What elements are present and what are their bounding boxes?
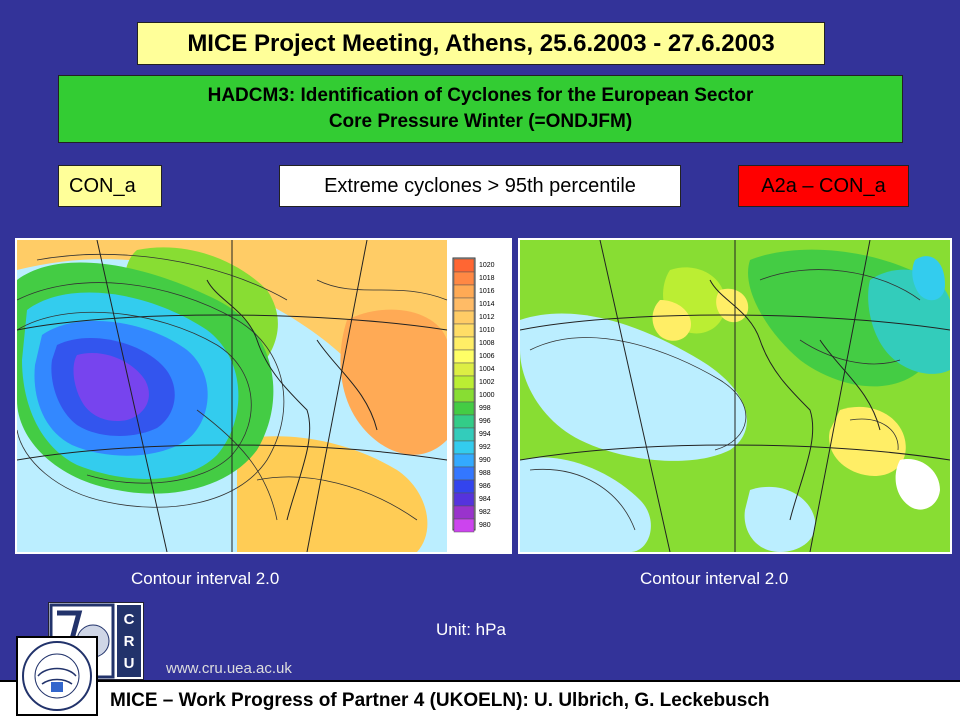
- subtitle-banner: HADCM3: Identification of Cyclones for t…: [58, 75, 903, 143]
- legend-label: 984: [479, 496, 491, 503]
- label-extreme-cyclones-text: Extreme cyclones > 95th percentile: [324, 174, 636, 197]
- legend-swatch: [453, 271, 475, 286]
- label-a2a-minus-con-a: A2a – CON_a: [738, 165, 909, 207]
- page-title-text: MICE Project Meeting, Athens, 25.6.2003 …: [187, 29, 775, 57]
- legend-swatch: [453, 375, 475, 390]
- unit-label: Unit: hPa: [436, 620, 506, 639]
- legend-swatch: [453, 479, 475, 494]
- legend-swatch: [453, 453, 475, 468]
- legend-label: 996: [479, 418, 491, 425]
- legend-label: 994: [479, 431, 491, 438]
- legend-swatch: [453, 310, 475, 325]
- igm-logo-graphic: [22, 641, 92, 711]
- page-title: MICE Project Meeting, Athens, 25.6.2003 …: [137, 22, 825, 65]
- legend-label: 1014: [479, 301, 495, 308]
- map-a2a-minus-con-a: [518, 238, 952, 554]
- legend-swatch: [453, 414, 475, 429]
- legend-label: 988: [479, 470, 491, 477]
- legend-label: 986: [479, 483, 491, 490]
- label-a2a-text: A2a – CON_a: [761, 174, 886, 197]
- legend-label: 980: [479, 522, 491, 529]
- footer-text: MICE – Work Progress of Partner 4 (UKOEL…: [110, 690, 770, 711]
- subtitle-line-2: Core Pressure Winter (=ONDJFM): [328, 111, 633, 132]
- subtitle-line-1: HADCM3: Identification of Cyclones for t…: [207, 85, 754, 106]
- label-con-a-text: CON_a: [69, 174, 136, 197]
- legend-label: 1012: [479, 314, 495, 321]
- legend-swatch: [453, 401, 475, 416]
- legend-label: 1008: [479, 340, 495, 347]
- legend-label: 1018: [479, 275, 495, 282]
- legend-label: 990: [479, 457, 491, 464]
- legend-swatch: [453, 466, 475, 481]
- legend-label: 1010: [479, 327, 495, 334]
- legend-label: 1020: [479, 262, 495, 269]
- legend-label: 1006: [479, 353, 495, 360]
- label-extreme-cyclones: Extreme cyclones > 95th percentile: [279, 165, 681, 207]
- legend-swatch: [453, 297, 475, 312]
- legend-swatch: [453, 258, 475, 273]
- contour-interval-right: Contour interval 2.0: [640, 569, 789, 588]
- cru-url: www.cru.uea.ac.uk: [166, 660, 292, 677]
- label-con-a: CON_a: [58, 165, 162, 207]
- legend-label: 992: [479, 444, 491, 451]
- legend-label: 1016: [479, 288, 495, 295]
- legend-swatch: [453, 505, 475, 520]
- legend-swatch: [453, 349, 475, 364]
- legend-swatch: [453, 492, 475, 507]
- map-con-a-image: 1020 1018 1016 1014 1012 1010 1008 1006 1004 1002…: [17, 240, 495, 552]
- legend-swatch: [453, 518, 475, 533]
- legend-swatch: [453, 362, 475, 377]
- cru-logo-letters: CRU: [123, 611, 135, 672]
- legend-label: 1002: [479, 379, 495, 386]
- legend-swatch: [453, 427, 475, 442]
- legend-label: 982: [479, 509, 491, 516]
- map-con-a: 1020 1018 1016 1014 1012 1010 1008 1006 1004 1002…: [15, 238, 512, 554]
- map-a2a-image: [520, 240, 950, 552]
- legend-swatch: [453, 388, 475, 403]
- legend-swatch: [453, 323, 475, 338]
- legend-swatch: [453, 440, 475, 455]
- legend-label: 998: [479, 405, 491, 412]
- footer-bar: MICE – Work Progress of Partner 4 (UKOEL…: [0, 680, 960, 720]
- legend-label: 1000: [479, 392, 495, 399]
- legend-swatches: 1020 1018 1016 1014 1012 1010 1008 1006 1004 1002…: [453, 258, 495, 533]
- legend-swatch: [453, 336, 475, 351]
- contour-interval-left: Contour interval 2.0: [131, 569, 280, 588]
- legend-swatch: [453, 284, 475, 299]
- legend-label: 1004: [479, 366, 495, 373]
- igm-logo: [16, 636, 98, 716]
